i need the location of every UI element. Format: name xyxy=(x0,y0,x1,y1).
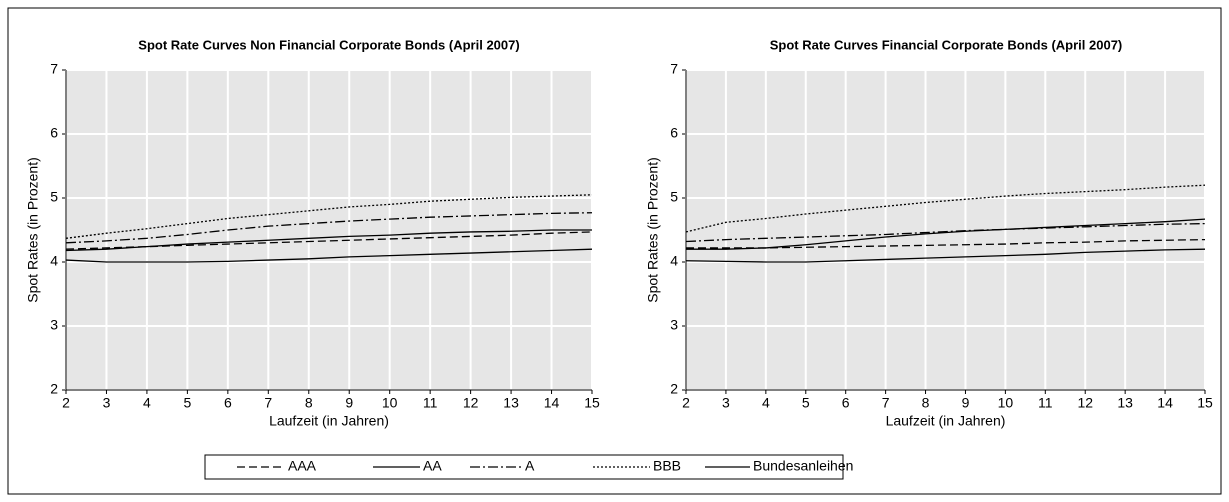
y-tick-label: 6 xyxy=(670,125,678,141)
series-line xyxy=(65,229,592,252)
y-tick-label: 2 xyxy=(670,381,678,397)
y-tick-label: 6 xyxy=(50,125,58,141)
x-tick-label: 10 xyxy=(382,395,398,411)
y-tick-label: 7 xyxy=(50,61,58,77)
chart-title: Spot Rate Curves Non Financial Corporate… xyxy=(138,37,519,52)
plot-area xyxy=(686,70,1205,390)
y-tick-label: 3 xyxy=(670,317,678,333)
y-tick-label: 7 xyxy=(670,61,678,77)
y-tick-label: 4 xyxy=(50,253,58,269)
x-tick-label: 4 xyxy=(143,395,151,411)
x-tick-label: 12 xyxy=(463,395,479,411)
x-tick-label: 13 xyxy=(503,395,519,411)
x-tick-label: 14 xyxy=(544,395,560,411)
series-line xyxy=(685,248,1206,263)
x-tick-label: 2 xyxy=(62,395,70,411)
x-tick-label: 15 xyxy=(1197,395,1213,411)
x-tick-label: 14 xyxy=(1157,395,1173,411)
series-line xyxy=(65,194,593,239)
x-tick-label: 12 xyxy=(1077,395,1093,411)
x-tick-label: 6 xyxy=(842,395,850,411)
x-tick-label: 5 xyxy=(802,395,810,411)
x-tick-label: 10 xyxy=(998,395,1014,411)
legend-label: A xyxy=(525,458,535,474)
x-tick-label: 6 xyxy=(224,395,232,411)
legend-label: Bundesanleihen xyxy=(753,458,853,474)
x-tick-label: 11 xyxy=(1038,395,1053,411)
series-line xyxy=(685,184,1206,233)
y-tick-label: 2 xyxy=(50,381,58,397)
x-axis-label: Laufzeit (in Jahren) xyxy=(886,413,1006,429)
legend-label: BBB xyxy=(653,458,681,474)
x-tick-label: 4 xyxy=(762,395,770,411)
series-line xyxy=(686,218,1206,250)
series-line xyxy=(65,248,593,263)
x-tick-label: 9 xyxy=(345,395,353,411)
y-tick-label: 5 xyxy=(50,189,58,205)
x-tick-label: 7 xyxy=(882,395,890,411)
legend-label: AA xyxy=(423,458,442,474)
plot-area xyxy=(66,70,592,390)
x-tick-label: 8 xyxy=(305,395,313,411)
chart-title: Spot Rate Curves Financial Corporate Bon… xyxy=(770,37,1123,52)
x-tick-label: 3 xyxy=(103,395,111,411)
series-line xyxy=(685,222,1206,243)
y-axis-label: Spot Rates (in Prozent) xyxy=(25,157,41,303)
legend-label: AAA xyxy=(288,458,317,474)
x-tick-label: 2 xyxy=(682,395,690,411)
x-tick-label: 5 xyxy=(183,395,191,411)
y-axis-label: Spot Rates (in Prozent) xyxy=(645,157,661,303)
series-line xyxy=(65,212,593,244)
y-tick-label: 4 xyxy=(670,253,678,269)
x-tick-label: 9 xyxy=(962,395,970,411)
x-axis-label: Laufzeit (in Jahren) xyxy=(269,413,389,429)
y-tick-label: 5 xyxy=(670,189,678,205)
x-tick-label: 8 xyxy=(922,395,930,411)
x-tick-label: 11 xyxy=(423,395,438,411)
y-tick-label: 3 xyxy=(50,317,58,333)
x-tick-label: 13 xyxy=(1117,395,1133,411)
x-tick-label: 15 xyxy=(584,395,600,411)
x-tick-label: 7 xyxy=(264,395,272,411)
x-tick-label: 3 xyxy=(722,395,730,411)
